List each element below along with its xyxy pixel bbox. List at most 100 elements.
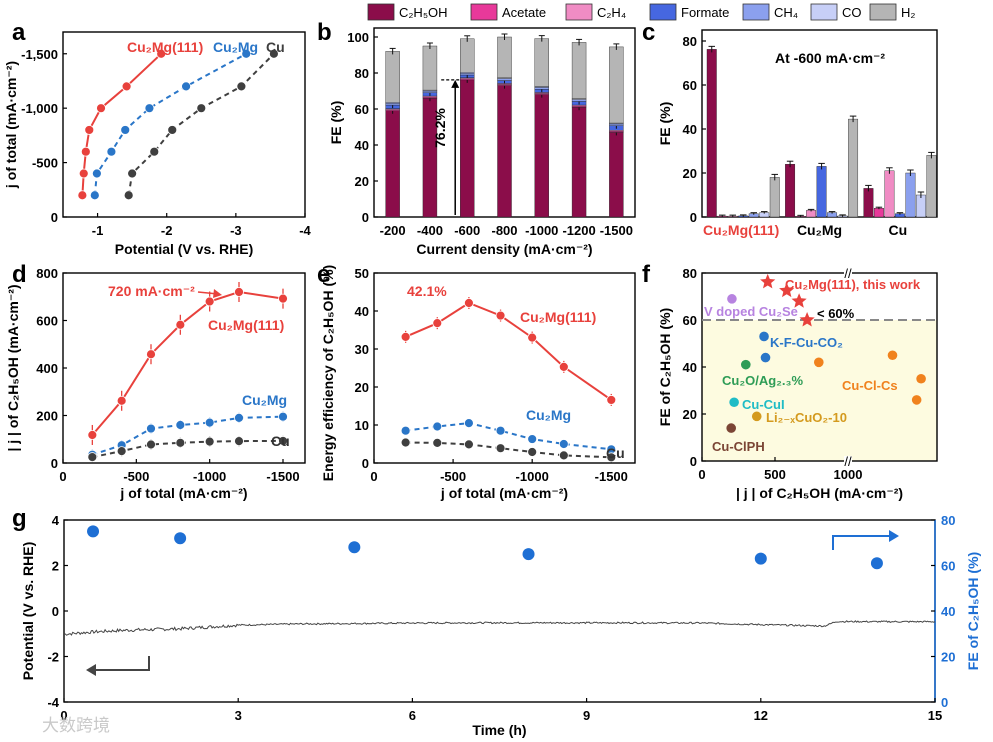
panel-g-y-right-tick-label: 40: [941, 604, 955, 619]
panel-g-left-axis-arrowhead: [86, 664, 96, 676]
panel-e-CuMg-point: [495, 425, 506, 436]
panel-g-right-axis-arrow: [832, 535, 892, 550]
panel-b-x-tick-label: -800: [491, 223, 517, 238]
panel-a-y-tick-label: -500: [32, 156, 58, 171]
panel-g-y-right-tick-label: 20: [941, 650, 955, 665]
panel-g-ylabel: Potential (V vs. RHE): [20, 542, 36, 680]
panel-d-frame: [62, 272, 306, 464]
legend-swatch: [565, 3, 593, 21]
panel-a-CuMg-point: [181, 81, 191, 92]
panel-b-bar-H: [534, 38, 549, 87]
panel-d-y-tick-label: 0: [51, 456, 58, 471]
panel-d-CuMg-point: [204, 417, 215, 428]
panel-e-annotation: 42.1%: [407, 283, 447, 299]
panel-e-CuMg111-point: [400, 331, 411, 342]
panel-c-y-tick-label: 20: [683, 166, 697, 181]
panel-d-CuMg111-point: [278, 293, 288, 304]
panel-f-star-point: [791, 293, 807, 308]
panel-f-point-label: Cu₂Mg(111), this work: [785, 277, 921, 292]
panel-d-CuMg111-line: [91, 290, 284, 436]
panel-f-point-label: Cu-Cl-Cs: [842, 378, 898, 393]
panel-b-y-tick-label: 60: [355, 102, 369, 117]
panel-e-Cu-point: [432, 437, 443, 448]
legend-label: C₂H₅OH: [399, 5, 448, 20]
panel-f-star-point: [799, 312, 815, 327]
panel-d-Cu-point: [175, 437, 186, 448]
panel-e-Cu-point: [400, 437, 411, 448]
panel-g-fe-point: [87, 525, 100, 538]
panel-g-fe-point: [870, 557, 883, 570]
panel-b-y-tick-label: 20: [355, 174, 369, 189]
panel-c-y-tick-label: 0: [690, 210, 697, 225]
legend-label: Formate: [681, 5, 729, 20]
panel-e-xlabel: j of total (mA·cm⁻²): [440, 485, 568, 501]
panel-e-series-label: Cu₂Mg(111): [520, 309, 596, 325]
panel-g-fe-point: [522, 548, 535, 561]
panel-e-y-tick-label: 20: [355, 380, 369, 395]
panel-a-Cu-point: [123, 190, 134, 201]
panel-b-arrow-head: [451, 79, 460, 88]
panel-c-bar-CHOH: [706, 49, 717, 218]
panel-label-b: b: [317, 19, 332, 46]
panel-f-point-label: Cu₂O/Ag₂.₃%: [722, 373, 804, 388]
panel-f-point-label: Cu-ClPH: [712, 439, 765, 454]
legend-label: C₂H₄: [597, 5, 626, 20]
panel-d-CuMg-point: [146, 423, 156, 434]
panel-g-y-right-tick-label: 60: [941, 559, 955, 574]
panel-e-x-tick-label: 0: [370, 469, 377, 484]
panel-d-Cu-point: [146, 439, 156, 450]
panel-f-axis-break: //: [844, 454, 852, 469]
panel-c-y-tick-label: 40: [683, 122, 697, 137]
panel-g-potential-trace: [63, 620, 936, 636]
panel-f-point-label: K-F-Cu-CO₂: [770, 335, 843, 350]
panel-d-y-tick-label: 600: [36, 314, 58, 329]
watermark: 大数跨境: [42, 716, 110, 735]
panel-e-CuMg-point: [432, 421, 443, 432]
panel-e-CuMg111-point: [606, 395, 617, 405]
panel-f-x-tick-label: 500: [764, 467, 786, 482]
panel-a-legend: Cu: [266, 39, 285, 55]
legend-label: CH₄: [774, 5, 798, 20]
panel-c-y-tick-label: 60: [683, 78, 697, 93]
panel-a-Cu-point: [268, 48, 279, 59]
panel-label-e: e: [317, 261, 330, 288]
panel-f-point-label: V doped Cu₂Se: [704, 304, 798, 319]
panel-a-frame: [62, 31, 306, 218]
panel-f-circle-point: [741, 359, 751, 370]
panel-label-d: d: [12, 261, 27, 288]
panel-g-y-tick-label: 0: [52, 604, 59, 619]
panel-f-circle-point: [729, 397, 739, 408]
legend-swatch: [810, 3, 838, 21]
legend-label: H₂: [901, 5, 915, 20]
panel-f-threshold-label: < 60%: [817, 306, 855, 321]
panel-c-y-tick-label: 80: [683, 34, 697, 49]
panel-e-CuMg-point: [400, 425, 411, 436]
panel-b-bar-CH: [460, 72, 475, 76]
panel-b-y-tick-label: 80: [355, 66, 369, 81]
panel-a-CuMg-point: [241, 48, 252, 59]
panel-f-circle-point: [759, 331, 769, 342]
panel-b-bar-CHOH: [609, 132, 624, 218]
panel-g-fe-point: [348, 541, 361, 554]
panel-d-CuMg111-point: [116, 395, 127, 406]
panel-g-x-tick-label: 6: [409, 708, 416, 723]
legend-swatch: [470, 3, 498, 21]
panel-c-bar-H: [769, 177, 780, 218]
panel-b-bar-H: [385, 51, 400, 103]
panel-b-bar-H: [460, 38, 475, 73]
panel-f-x-tick-label: 0: [698, 467, 705, 482]
panel-g-y-tick-label: -4: [47, 695, 59, 710]
panel-d-annotation-arrow-head: [213, 289, 222, 298]
panel-c-bar-CHOH: [785, 163, 796, 218]
panel-d-y-tick-label: 200: [36, 409, 58, 424]
panel-f-circle-point: [911, 395, 922, 405]
panel-b-bar-CH: [609, 123, 624, 126]
panel-d-Cu-point: [116, 446, 127, 457]
panel-c-bar-CH: [905, 172, 916, 218]
panel-b-bar-CH: [571, 99, 587, 102]
panel-a-CuMg111-point: [78, 168, 89, 179]
legend-label: Acetate: [502, 5, 546, 20]
panel-f-star-point: [760, 273, 776, 289]
panel-b-x-tick-label: -1000: [525, 223, 558, 238]
panel-a-x-tick-label: -2: [161, 223, 173, 238]
